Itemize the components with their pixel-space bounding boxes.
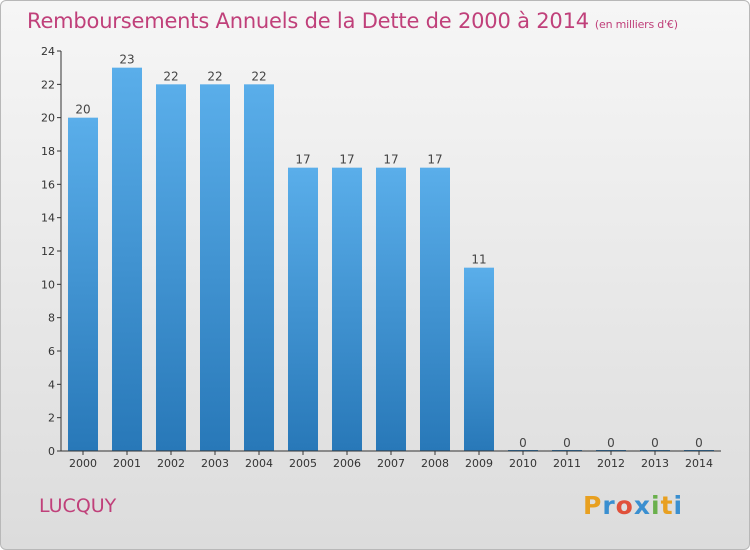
x-tick-label: 2006 (333, 457, 361, 470)
bar (376, 167, 406, 451)
y-tick-label: 16 (41, 178, 55, 191)
y-tick-label: 8 (48, 312, 55, 325)
x-tick-label: 2001 (113, 457, 141, 470)
x-tick-label: 2014 (685, 457, 713, 470)
x-tick-label: 2000 (69, 457, 97, 470)
x-tick-label: 2012 (597, 457, 625, 470)
y-tick-label: 14 (41, 212, 55, 225)
bar-value-label: 0 (695, 436, 703, 450)
x-tick-label: 2008 (421, 457, 449, 470)
chart-title-text: Remboursements Annuels de la Dette de 20… (27, 9, 589, 33)
bars-group: 20 23 22 22 22 17 17 17 17 11 0 0 0 0 0 (68, 53, 714, 452)
y-tick-label: 2 (48, 412, 55, 425)
y-tick-label: 20 (41, 112, 55, 125)
y-tick-label: 24 (41, 45, 55, 58)
bar-value-label: 20 (75, 103, 90, 117)
bar-value-label: 11 (471, 253, 486, 267)
y-tick-label: 18 (41, 145, 55, 158)
x-tick-label: 2010 (509, 457, 537, 470)
x-tick-label: 2005 (289, 457, 317, 470)
bar (288, 167, 318, 451)
bar (244, 84, 274, 451)
commune-name: LUCQUY (39, 495, 117, 517)
bar-value-label: 23 (119, 53, 134, 67)
bar (68, 117, 98, 452)
bar (332, 167, 362, 451)
logo-letter: x (633, 491, 651, 520)
chart-title: Remboursements Annuels de la Dette de 20… (27, 9, 678, 33)
bar-value-label: 22 (163, 69, 178, 83)
bar (420, 167, 450, 451)
logo-letter: o (615, 491, 634, 520)
x-tick-label: 2003 (201, 457, 229, 470)
x-tick-label: 2002 (157, 457, 185, 470)
bar-value-label: 17 (295, 153, 310, 167)
axes-group: 2000 2001 2002 2003 2004 2005 2006 2007 2008 2009… (41, 45, 721, 470)
y-tick-label: 0 (48, 445, 55, 458)
bar (200, 84, 230, 451)
y-tick-label: 22 (41, 78, 55, 91)
y-tick-label: 4 (48, 378, 55, 391)
proxiti-logo[interactable]: Proxiti (583, 491, 683, 520)
logo-letter: r (602, 491, 616, 520)
bar-value-label: 22 (207, 69, 222, 83)
x-tick-label: 2004 (245, 457, 273, 470)
x-tick-label: 2007 (377, 457, 405, 470)
y-tick-label: 6 (48, 345, 55, 358)
bar-value-label: 17 (427, 153, 442, 167)
bar-value-label: 17 (383, 153, 398, 167)
logo-letter: P (583, 491, 603, 520)
bar-value-label: 22 (251, 69, 266, 83)
x-tick-label: 2011 (553, 457, 581, 470)
bar-value-label: 0 (519, 436, 527, 450)
y-tick-label: 12 (41, 245, 55, 258)
bar (156, 84, 186, 451)
y-tick-label: 10 (41, 278, 55, 291)
bar (112, 67, 142, 452)
chart-unit: (en milliers d'€) (594, 18, 678, 31)
x-tick-label: 2009 (465, 457, 493, 470)
x-tick-label: 2013 (641, 457, 669, 470)
logo-letter: i (673, 491, 684, 520)
bar (464, 267, 494, 451)
bar-value-label: 0 (607, 436, 615, 450)
bar-value-label: 17 (339, 153, 354, 167)
logo-letter: i (651, 491, 661, 520)
bar-value-label: 0 (563, 436, 571, 450)
bar-value-label: 0 (651, 436, 659, 450)
logo-letter: t (660, 491, 674, 520)
